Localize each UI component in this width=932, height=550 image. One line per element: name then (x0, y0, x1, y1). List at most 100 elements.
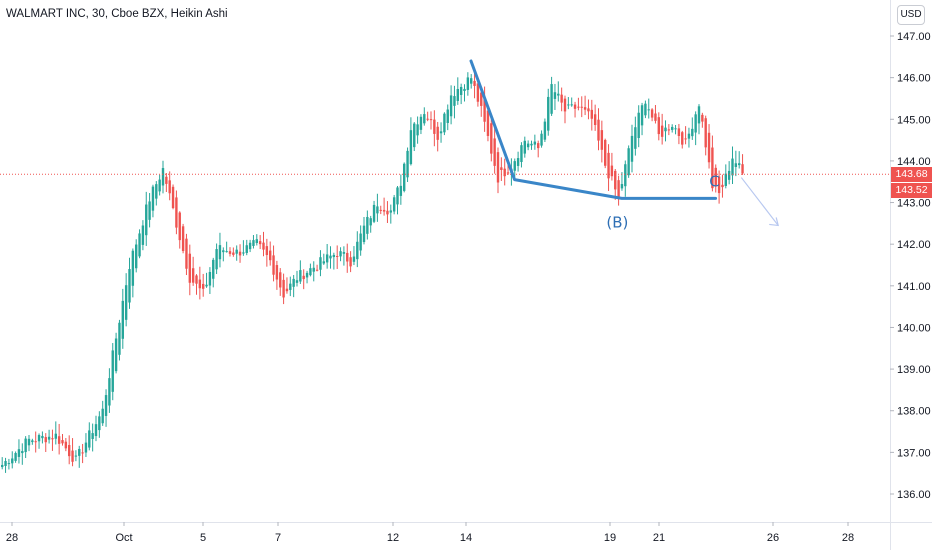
candle-body (114, 338, 118, 372)
wave-trendline (469, 59, 718, 200)
candle (104, 389, 108, 427)
candle (34, 431, 37, 453)
candle-body (399, 185, 403, 196)
candle-body (238, 251, 242, 256)
candle-body (483, 99, 486, 122)
candle-body (459, 86, 463, 95)
candle-body (419, 116, 423, 130)
projection-arrowhead (769, 217, 779, 227)
candle-body (262, 242, 265, 250)
candle-body (684, 138, 687, 140)
candle-body (386, 210, 389, 215)
candle-body (31, 440, 34, 443)
price-tick-label: 142.00 (897, 239, 931, 251)
candle (496, 147, 500, 194)
candle (54, 421, 57, 445)
candle (543, 118, 547, 143)
candle (617, 175, 620, 206)
candle (362, 217, 366, 245)
candle (346, 243, 349, 273)
candle-body (17, 449, 21, 457)
time-tick-label: 14 (460, 532, 472, 544)
candle-body (342, 252, 346, 254)
candle-body (429, 119, 433, 121)
candle (235, 245, 238, 261)
time-tick-label: 28 (842, 532, 854, 544)
candle (386, 201, 389, 224)
candle-body (24, 438, 27, 453)
currency-button[interactable]: USD (897, 5, 925, 25)
candle-body (309, 268, 312, 276)
price-tick-label: 136.00 (897, 489, 931, 501)
time-axis[interactable]: 28 Oct 5 7 12 14 19 21 26 28 (6, 522, 854, 544)
candle (413, 122, 416, 152)
candle-body (409, 130, 413, 165)
candle-body (329, 255, 332, 259)
candle-body (406, 150, 409, 178)
candle-body (41, 435, 44, 439)
candle (141, 220, 145, 251)
candle (433, 110, 436, 147)
candle (178, 211, 181, 249)
candle (376, 193, 379, 222)
candle (282, 273, 285, 305)
candle-body (506, 172, 510, 174)
candle (342, 246, 346, 266)
candle-body (687, 133, 691, 139)
candle-body (610, 165, 614, 177)
price-axis[interactable]: 136.00 137.00 138.00 139.00 140.00 141.00 142.… (890, 31, 931, 501)
candle-body (526, 143, 530, 148)
candle-body (426, 118, 429, 120)
candle-body (121, 300, 124, 339)
candle (634, 116, 637, 156)
candle-body (235, 249, 238, 254)
candle (691, 117, 694, 140)
candle (191, 256, 195, 286)
annotations-group[interactable]: (B) C (469, 59, 779, 232)
candle-body (567, 104, 570, 106)
candle (563, 95, 567, 124)
candle-body (707, 132, 711, 163)
candle (630, 124, 634, 173)
candle (476, 82, 480, 107)
candle (295, 270, 299, 287)
time-tick-label: 28 (6, 532, 18, 544)
candle-body (88, 430, 91, 448)
candle (356, 231, 359, 268)
candle-body (543, 121, 547, 140)
candle-body (604, 139, 607, 166)
candle-body (647, 109, 650, 111)
candle-body (671, 126, 674, 130)
candle-body (128, 269, 131, 303)
candle (315, 264, 319, 272)
candle-body (319, 257, 322, 270)
candle-body (282, 279, 285, 298)
candle (369, 215, 372, 233)
candle-body (704, 118, 707, 148)
candle-body (500, 167, 503, 170)
candle (490, 113, 493, 162)
candle (650, 108, 654, 122)
candle (319, 250, 322, 277)
candle-body (265, 246, 269, 256)
candle-body (620, 184, 624, 189)
candle (553, 83, 557, 110)
candle (21, 443, 24, 465)
candle (292, 275, 295, 298)
candle-body (161, 168, 165, 186)
candle-body (101, 408, 104, 424)
candle-body (359, 233, 362, 251)
candle (500, 157, 503, 181)
candle-body (547, 96, 550, 131)
candle-body (530, 143, 533, 146)
candle (379, 205, 382, 215)
candle (697, 104, 701, 135)
candle-body (57, 436, 61, 444)
candle (31, 438, 34, 445)
candle (188, 244, 191, 296)
candle-body (215, 249, 218, 270)
candle (11, 451, 14, 469)
candle (694, 111, 697, 146)
candle-body (198, 279, 202, 289)
